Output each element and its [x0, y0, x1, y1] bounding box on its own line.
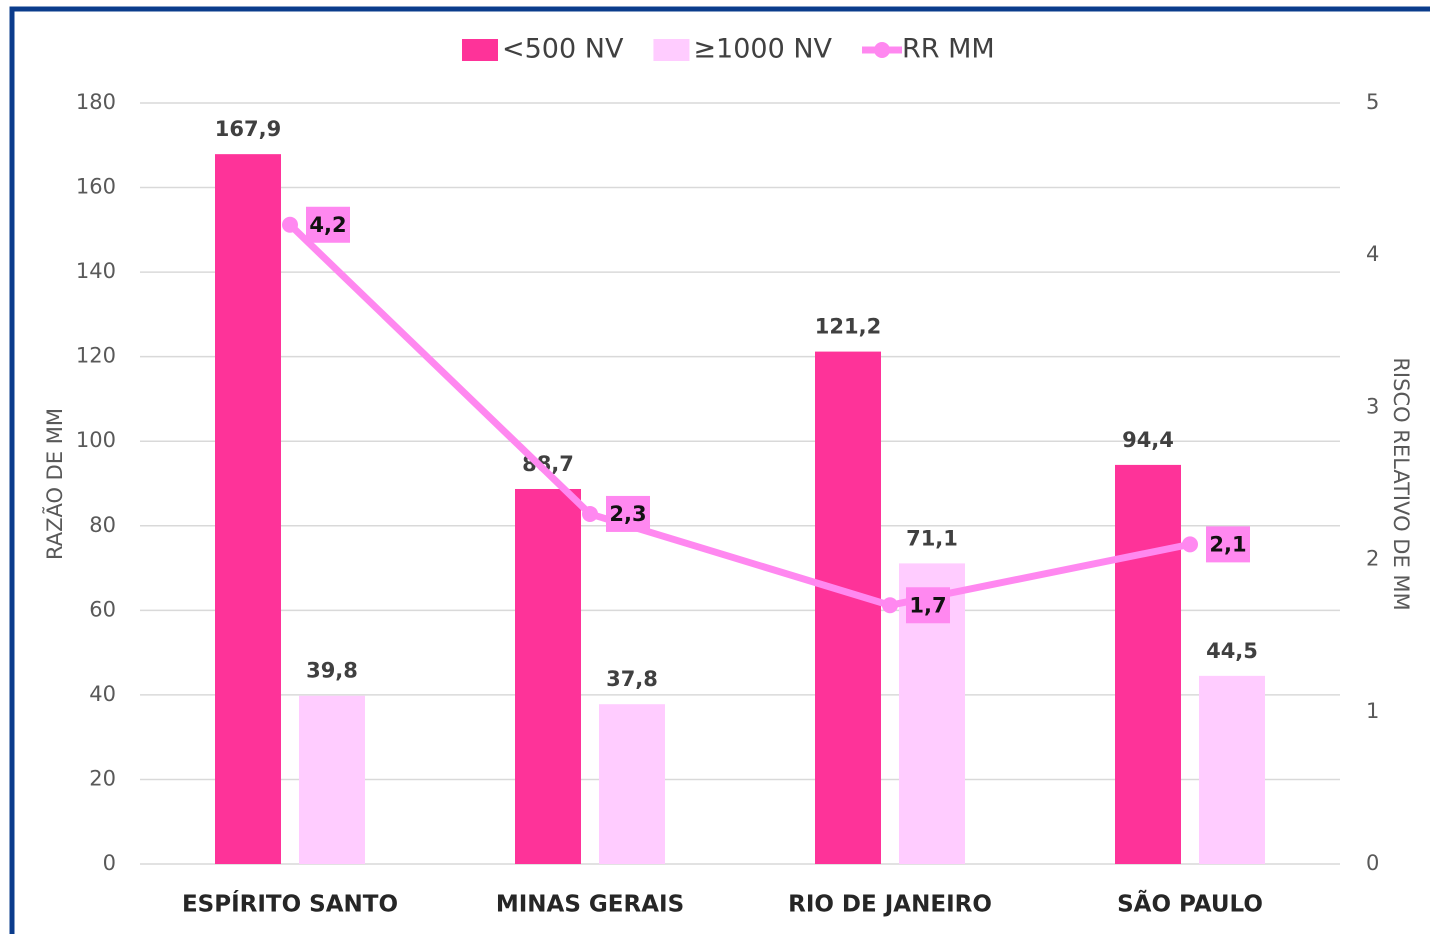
y2-tick-label: 4: [1366, 242, 1379, 266]
x-tick-label: RIO DE JANEIRO: [788, 892, 992, 918]
y-tick-label: 120: [76, 344, 116, 368]
legend-label: RR MM: [902, 34, 995, 65]
y2-tick-label: 3: [1366, 394, 1379, 418]
bar: [515, 488, 581, 864]
legend-label: ≥1000 NV: [693, 34, 832, 65]
bar-value-label: 94,4: [1122, 428, 1174, 452]
line-value-label: 2,3: [609, 502, 646, 526]
bar-value-label: 167,9: [215, 117, 281, 141]
y-axis-title: RAZÃO DE MM: [41, 408, 67, 560]
bar: [215, 154, 281, 864]
bar-value-label: 37,8: [606, 667, 658, 691]
frame-border: [9, 6, 1430, 934]
y2-tick-label: 5: [1366, 90, 1379, 114]
line-label-box: [1206, 526, 1250, 563]
line-label-box: [306, 206, 350, 243]
bar-value-label: 71,1: [906, 526, 958, 550]
y-tick-label: 80: [89, 513, 116, 537]
bar-value-label: 44,5: [1206, 639, 1258, 663]
y-tick-label: 40: [89, 682, 116, 706]
line-value-label: 4,2: [309, 213, 346, 237]
x-tick-label: ESPÍRITO SANTO: [182, 890, 398, 918]
y-tick-label: 20: [89, 766, 116, 790]
bar-value-label: 39,8: [306, 659, 358, 683]
legend-swatch: [653, 39, 690, 61]
line: [287, 222, 1191, 609]
y2-axis-title: RISCO RELATIVO DE MM: [1389, 357, 1413, 610]
y2-tick-label: 0: [1366, 851, 1379, 875]
bar: [599, 704, 665, 864]
y-tick-label: 60: [89, 597, 116, 621]
y-tick-label: 0: [103, 851, 116, 875]
legend-label: <500 NV: [502, 34, 624, 65]
bar: [299, 695, 365, 864]
line-value-label: 1,7: [909, 593, 946, 617]
bar: [1199, 675, 1265, 864]
line-label-box: [606, 495, 650, 532]
y-tick-label: 100: [76, 428, 116, 452]
y2-tick-label: 1: [1366, 699, 1379, 723]
line-point: [1182, 536, 1198, 553]
x-tick-label: SÃO PAULO: [1117, 890, 1263, 918]
y2-tick-label: 2: [1366, 547, 1379, 571]
line-point: [882, 597, 898, 614]
x-tick-label: MINAS GERAIS: [496, 892, 684, 918]
line-value-label: 2,1: [1209, 532, 1246, 556]
legend-swatch: [462, 39, 498, 61]
y-tick-label: 160: [76, 175, 116, 199]
y-tick-label: 180: [76, 90, 116, 114]
legend-marker: [874, 42, 891, 58]
bar-value-label: 121,2: [815, 315, 881, 339]
line-label-box: [906, 587, 950, 624]
bar: [815, 351, 881, 864]
line-point: [282, 216, 298, 233]
y-tick-label: 140: [76, 259, 116, 283]
line-point: [582, 505, 598, 522]
bar: [1115, 464, 1181, 864]
